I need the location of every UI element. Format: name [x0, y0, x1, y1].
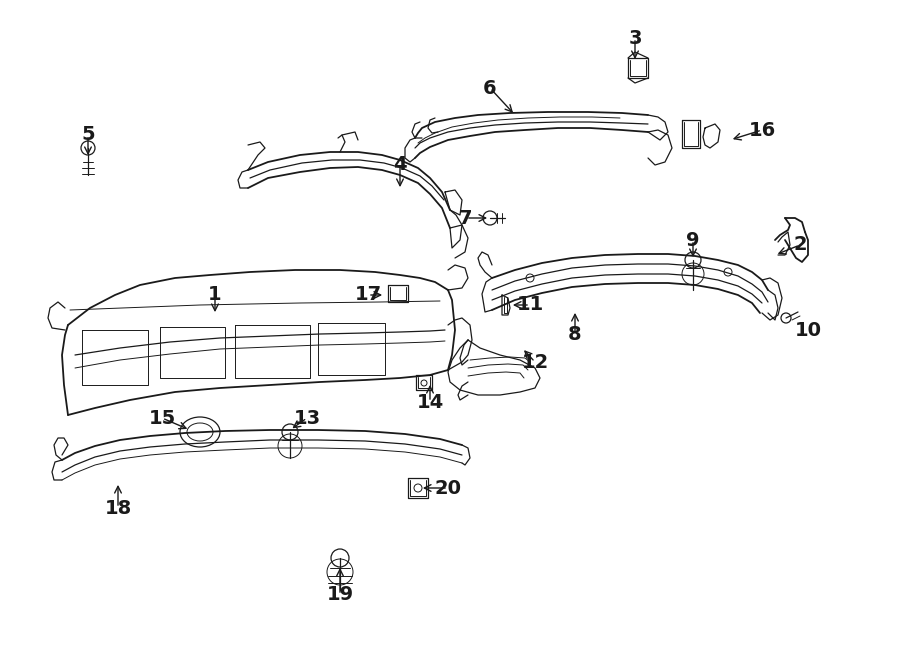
Text: 7: 7: [459, 208, 472, 227]
Text: 8: 8: [568, 325, 581, 344]
Text: 2: 2: [793, 235, 806, 254]
Text: 3: 3: [628, 28, 642, 48]
Text: 17: 17: [355, 286, 382, 305]
Text: 1: 1: [208, 286, 221, 305]
Text: 19: 19: [327, 586, 354, 605]
Text: 18: 18: [104, 498, 131, 518]
Text: 4: 4: [393, 155, 407, 175]
Text: 10: 10: [795, 321, 822, 340]
Text: 20: 20: [435, 479, 462, 498]
Text: 6: 6: [483, 79, 497, 98]
Text: 14: 14: [417, 393, 444, 412]
Text: 5: 5: [81, 126, 94, 145]
Text: 9: 9: [686, 231, 700, 249]
Text: 15: 15: [148, 408, 176, 428]
Text: 12: 12: [521, 352, 549, 371]
Text: 13: 13: [293, 408, 320, 428]
Text: 11: 11: [517, 295, 544, 315]
Text: 16: 16: [749, 120, 776, 139]
